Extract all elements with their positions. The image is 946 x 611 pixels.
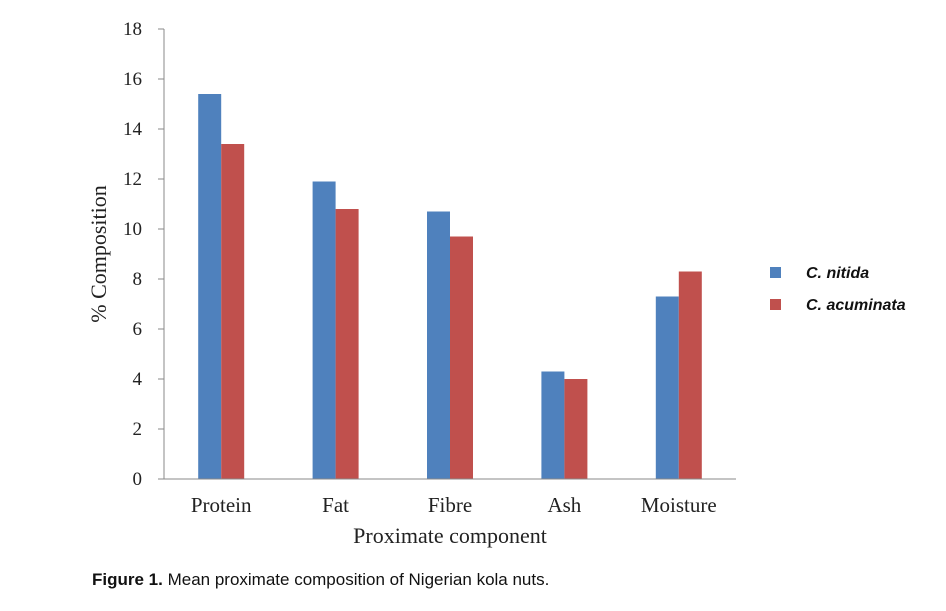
bar-fat-c-acuminata xyxy=(335,209,359,479)
bars xyxy=(198,94,702,479)
caption-label: Figure 1. xyxy=(92,570,163,589)
legend-label: C. nitida xyxy=(806,265,869,282)
x-category-label: Fat xyxy=(322,493,349,517)
y-axis-title: % Composition xyxy=(86,185,111,323)
bar-fibre-c-nitida xyxy=(427,211,450,479)
y-tick-label: 2 xyxy=(133,419,143,440)
y-tick-label: 12 xyxy=(123,169,142,190)
figure-caption: Figure 1. Mean proximate composition of … xyxy=(92,570,549,590)
bar-fat-c-nitida xyxy=(312,181,336,479)
y-tick-label: 16 xyxy=(123,69,142,90)
bar-moisture-c-acuminata xyxy=(678,271,702,479)
x-category-label: Ash xyxy=(547,493,581,517)
legend-label: C. acuminata xyxy=(806,297,906,314)
y-tick-label: 8 xyxy=(133,269,143,290)
bar-fibre-c-acuminata xyxy=(450,236,473,479)
y-tick-label: 0 xyxy=(133,469,143,490)
bar-ash-c-acuminata xyxy=(564,379,588,479)
y-tick-label: 10 xyxy=(123,219,142,240)
x-axis-categories: Protein Fat Fibre Ash Moisture xyxy=(191,493,717,517)
bar-protein-c-acuminata xyxy=(221,144,245,479)
bar-protein-c-nitida xyxy=(198,94,222,479)
bar-ash-c-nitida xyxy=(541,371,565,479)
bar-moisture-c-nitida xyxy=(655,296,679,479)
y-tick-label: 6 xyxy=(133,319,143,340)
x-axis-title: Proximate component xyxy=(353,523,547,548)
x-category-label: Protein xyxy=(191,493,252,517)
y-tick-label: 14 xyxy=(123,119,143,140)
x-category-label: Fibre xyxy=(428,493,472,517)
legend-swatch xyxy=(770,267,781,278)
y-tick-label: 4 xyxy=(133,369,143,390)
legend-swatch xyxy=(770,299,781,310)
bar-chart: 0 2 4 6 8 10 12 14 16 18 Protein Fat Fibre Ash Moistu… xyxy=(86,19,906,548)
caption-text: Mean proximate composition of Nigerian k… xyxy=(162,570,550,589)
y-axis-ticks: 0 2 4 6 8 10 12 14 16 18 xyxy=(123,19,164,490)
y-tick-label: 18 xyxy=(123,19,142,40)
legend: C. nitida C. acuminata xyxy=(770,265,906,314)
x-category-label: Moisture xyxy=(641,493,717,517)
